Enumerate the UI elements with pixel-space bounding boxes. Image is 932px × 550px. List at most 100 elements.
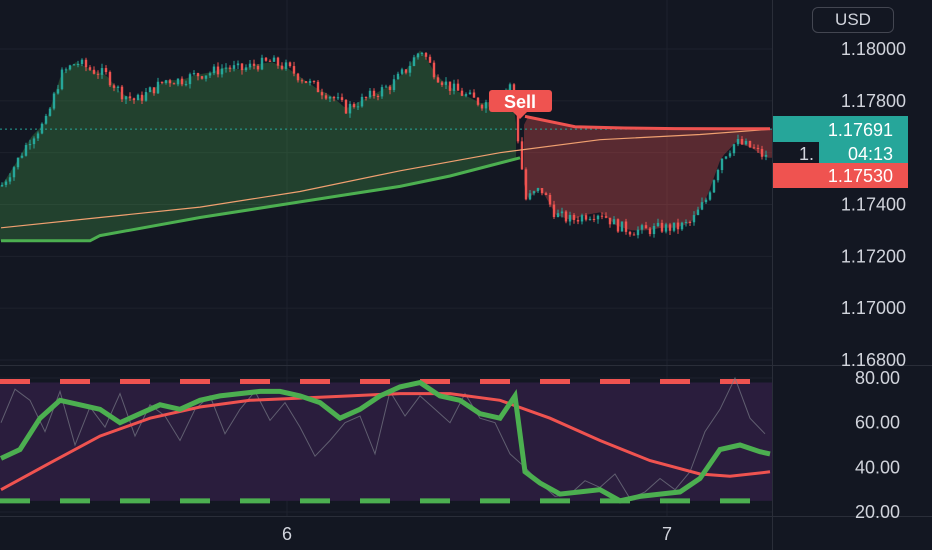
ema-line	[0, 128, 771, 229]
candle-body	[576, 220, 580, 222]
candle-body	[636, 229, 640, 236]
candle-body	[0, 184, 4, 187]
oscillator-tick-label: 20.00	[855, 502, 900, 522]
candle-body	[8, 177, 12, 182]
candle-body	[96, 73, 100, 75]
candle-body	[400, 69, 404, 74]
price-tick-label: 1.18000	[841, 39, 906, 59]
candle-body	[280, 65, 284, 69]
candle-body	[380, 87, 384, 97]
candle-body	[84, 59, 88, 68]
candle-body	[432, 62, 436, 78]
candle-body	[692, 215, 696, 223]
candle-body	[392, 79, 396, 90]
candle-body	[328, 96, 332, 99]
candle-body	[316, 81, 320, 93]
candle-body	[560, 211, 564, 214]
candle-body	[252, 63, 256, 66]
candle-body	[648, 228, 652, 235]
candle-body	[124, 96, 128, 100]
candle-body	[140, 94, 144, 101]
candle-body	[224, 67, 228, 69]
candle-body	[680, 222, 684, 230]
price-axis[interactable]: 1.180001.178001.176001.174001.172001.170…	[841, 39, 906, 370]
candle-body	[584, 215, 588, 220]
stop-price-text: 1.17530	[828, 166, 893, 186]
candle-body	[308, 80, 312, 83]
oscillator-tick-label: 80.00	[855, 368, 900, 388]
candle-body	[32, 138, 36, 145]
candle-body	[708, 192, 712, 200]
sell-signal-label: Sell	[489, 90, 552, 119]
candle-body	[320, 92, 324, 96]
candle-body	[564, 211, 568, 222]
candle-body	[664, 224, 668, 232]
candle-body	[720, 158, 724, 171]
candle-body	[616, 219, 620, 232]
candle-body	[80, 59, 84, 65]
candle-body	[508, 84, 512, 91]
candle-body	[408, 65, 412, 73]
candle-body	[672, 222, 676, 231]
candle-body	[332, 96, 336, 99]
price-tick-label: 1.16800	[841, 350, 906, 370]
candle-body	[572, 214, 576, 221]
candle-body	[620, 221, 624, 232]
candle-body	[368, 90, 372, 98]
trailing-stop-bearish-line	[524, 114, 770, 131]
candle-body	[44, 115, 48, 124]
candle-body	[484, 102, 488, 109]
candle-body	[516, 108, 520, 142]
candle-body	[428, 56, 432, 63]
candle-body	[752, 147, 756, 149]
candle-body	[72, 64, 76, 66]
candle-body	[756, 147, 760, 149]
candle-body	[744, 140, 748, 145]
candle-body	[348, 103, 352, 114]
stop-price-tag: 1.17530	[773, 163, 908, 188]
candle-body	[724, 156, 728, 159]
oscillator-axis[interactable]: 80.00 60.00 40.00 20.00	[855, 368, 900, 522]
candle-body	[212, 66, 216, 74]
candle-body	[236, 63, 240, 66]
candle-body	[596, 215, 600, 220]
candle-body	[532, 191, 536, 194]
candle-body	[324, 95, 328, 99]
currency-selector-button[interactable]: USD	[812, 7, 894, 33]
candle-body	[624, 221, 628, 232]
candle-body	[64, 69, 68, 71]
trend-fill	[524, 117, 772, 231]
candle-body	[112, 85, 116, 88]
candle-body	[656, 222, 660, 227]
candle-body	[180, 78, 184, 85]
candle-body	[176, 78, 180, 85]
candle-body	[296, 73, 300, 81]
candle-body	[160, 81, 164, 83]
candle-body	[232, 65, 236, 69]
candle-body	[48, 108, 52, 116]
candle-body	[740, 139, 744, 145]
candle-body	[196, 73, 200, 77]
countdown-text: 04:13	[848, 144, 893, 164]
candle-body	[192, 73, 196, 75]
candle-body	[628, 231, 632, 235]
candle-body	[640, 225, 644, 230]
candle-body	[520, 141, 524, 170]
candle-body	[476, 97, 480, 105]
candle-body	[548, 194, 552, 205]
candle-body	[136, 94, 140, 101]
candle-body	[200, 76, 204, 79]
candle-body	[56, 89, 60, 94]
candle-body	[764, 154, 768, 157]
candle-body	[312, 80, 316, 82]
candle-body	[204, 75, 208, 79]
candle-body	[460, 90, 464, 96]
current-price-text: 1.17691	[828, 120, 893, 140]
candle-body	[284, 62, 288, 69]
candle-body	[480, 104, 484, 109]
candle-body	[536, 188, 540, 192]
candle-body	[256, 65, 260, 70]
candle-body	[36, 133, 40, 139]
